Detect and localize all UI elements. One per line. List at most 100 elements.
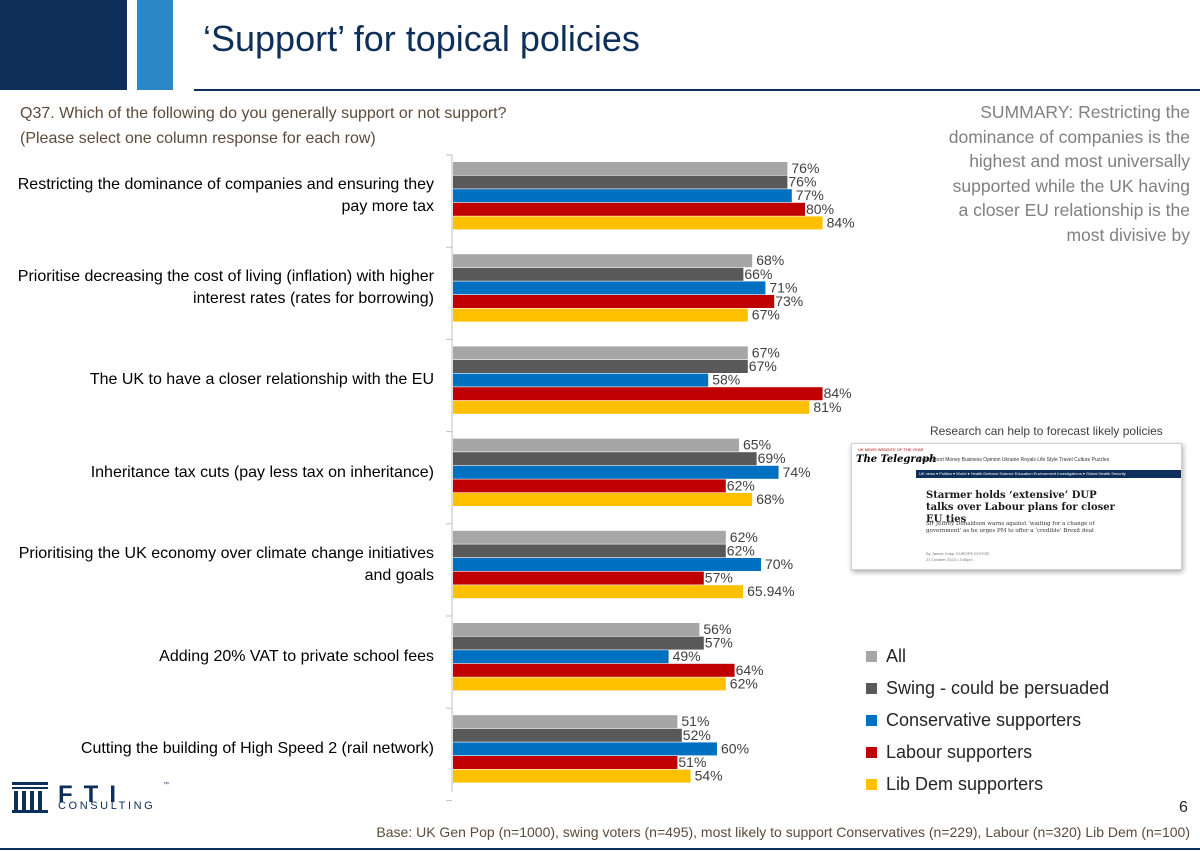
bar (453, 387, 823, 401)
bar (453, 650, 669, 664)
legend-label: Swing - could be persuaded (886, 677, 1110, 698)
page-title: ‘Support’ for topical policies (203, 18, 640, 59)
news-standfirst: Sir Jeffrey Donaldson warns against ‘wai… (926, 521, 1095, 534)
data-label: 49% (673, 648, 701, 664)
data-label: 62% (727, 477, 755, 493)
news-byline: By James Crisp, EUROPE EDITOR 21 October… (926, 551, 989, 563)
data-label: 84% (827, 214, 855, 230)
news-subnav: UK news ▾ Politics ▾ World ▾ Health Defe… (916, 470, 1181, 478)
data-label: 51% (681, 713, 709, 729)
bar (453, 452, 757, 466)
data-label: 77% (796, 187, 824, 203)
legend-label: All (886, 645, 907, 666)
bar (453, 479, 726, 493)
news-topline: UK NEWS WEBSITE OF THE YEAR (858, 447, 924, 452)
base-note: Base: UK Gen Pop (n=1000), swing voters … (376, 824, 1190, 840)
news-author: By James Crisp, EUROPE EDITOR (926, 551, 990, 556)
data-label: 76% (791, 160, 819, 176)
bar (453, 400, 810, 414)
category-label: Prioritising the UK economy over climate… (18, 544, 434, 584)
bar (453, 295, 775, 308)
legend-label: Lib Dem supporters (886, 773, 1044, 794)
legend-swatch (866, 682, 877, 694)
bar (453, 728, 682, 742)
bar (453, 663, 735, 677)
bar (453, 585, 744, 599)
bar (453, 175, 788, 189)
header-block-dark (0, 0, 127, 90)
bar (453, 189, 792, 203)
category-label: Inheritance tax cuts (pay less tax on in… (90, 463, 434, 481)
news-date: 21 October 2023 • 3:00pm (926, 557, 973, 562)
legend-item: Conservative supporters (866, 704, 1109, 736)
bottom-rule (0, 848, 1200, 850)
category-label: The UK to have a closer relationship wit… (89, 371, 434, 389)
news-article-screenshot: UK NEWS WEBSITE OF THE YEAR The Telegrap… (851, 443, 1182, 570)
fti-logo-icon (12, 782, 48, 813)
data-label: 84% (824, 385, 852, 401)
bar (453, 216, 823, 230)
data-label: 69% (758, 450, 786, 466)
trademark-mark: ™ (163, 782, 169, 788)
data-label: 76% (788, 174, 816, 190)
legend-label: Labour supporters (886, 741, 1033, 762)
bar (453, 267, 744, 281)
data-label: 80% (806, 201, 834, 217)
logo-name: FTI (58, 781, 127, 808)
bar (453, 202, 805, 216)
legend-item: Labour supporters (866, 736, 1109, 768)
data-label: 62% (730, 529, 758, 545)
legend-item: Lib Dem supporters (866, 768, 1109, 800)
bar (453, 742, 717, 756)
category-label: Restricting the dominance of companies a… (17, 176, 434, 215)
legend-item: Swing - could be persuaded (866, 672, 1109, 704)
category-label: Prioritise decreasing the cost of living… (17, 268, 434, 308)
bar (453, 571, 704, 585)
summary-text: SUMMARY: Restricting the dominance of co… (948, 102, 1190, 245)
data-label: 62% (730, 675, 758, 691)
data-label: 74% (783, 464, 811, 480)
legend-label: Conservative supporters (886, 709, 1082, 730)
legend-swatch (866, 650, 877, 662)
bar (453, 623, 700, 636)
bar (453, 254, 753, 268)
data-label: 67% (752, 307, 780, 323)
data-label: 65% (743, 437, 771, 453)
bar (453, 756, 678, 769)
data-label: 71% (769, 279, 797, 295)
data-label: 66% (744, 266, 772, 282)
bar (453, 360, 748, 373)
bar (453, 715, 678, 729)
data-label: 67% (749, 358, 777, 374)
legend-item: All (866, 640, 1109, 672)
data-label: 73% (775, 293, 803, 309)
chart-legend: All Swing - could be persuaded Conservativ… (866, 640, 1109, 800)
news-nav: News Sport Money Business Opinion Ukrain… (918, 457, 1110, 463)
data-label: 68% (756, 252, 784, 268)
legend-swatch (866, 714, 877, 726)
data-label: 60% (721, 740, 749, 756)
data-label: 62% (727, 542, 755, 558)
news-headline: Starmer holds ‘extensive’ DUP talks over… (926, 490, 1115, 525)
data-label: 51% (678, 754, 706, 770)
data-label: 81% (813, 399, 841, 415)
title-rule (194, 89, 1200, 91)
bar (453, 530, 726, 544)
question-line: Q37. Which of the following do you gener… (20, 105, 507, 122)
bar (453, 373, 709, 387)
data-label: 52% (683, 727, 711, 743)
news-caption: Research can help to forecast likely pol… (930, 424, 1163, 438)
legend-swatch (866, 778, 877, 790)
data-label: 57% (705, 635, 733, 651)
bar (453, 465, 779, 479)
bar (453, 544, 726, 558)
bar (453, 677, 726, 691)
question-instruction: (Please select one column response for e… (20, 130, 376, 147)
logo-subtitle: CONSULTING (58, 800, 156, 812)
question-text: Q37. Which of the following do you gener… (20, 101, 507, 151)
data-label: 67% (752, 344, 780, 360)
data-label: 54% (695, 768, 723, 784)
bar (453, 438, 739, 452)
data-label: 64% (736, 662, 764, 678)
